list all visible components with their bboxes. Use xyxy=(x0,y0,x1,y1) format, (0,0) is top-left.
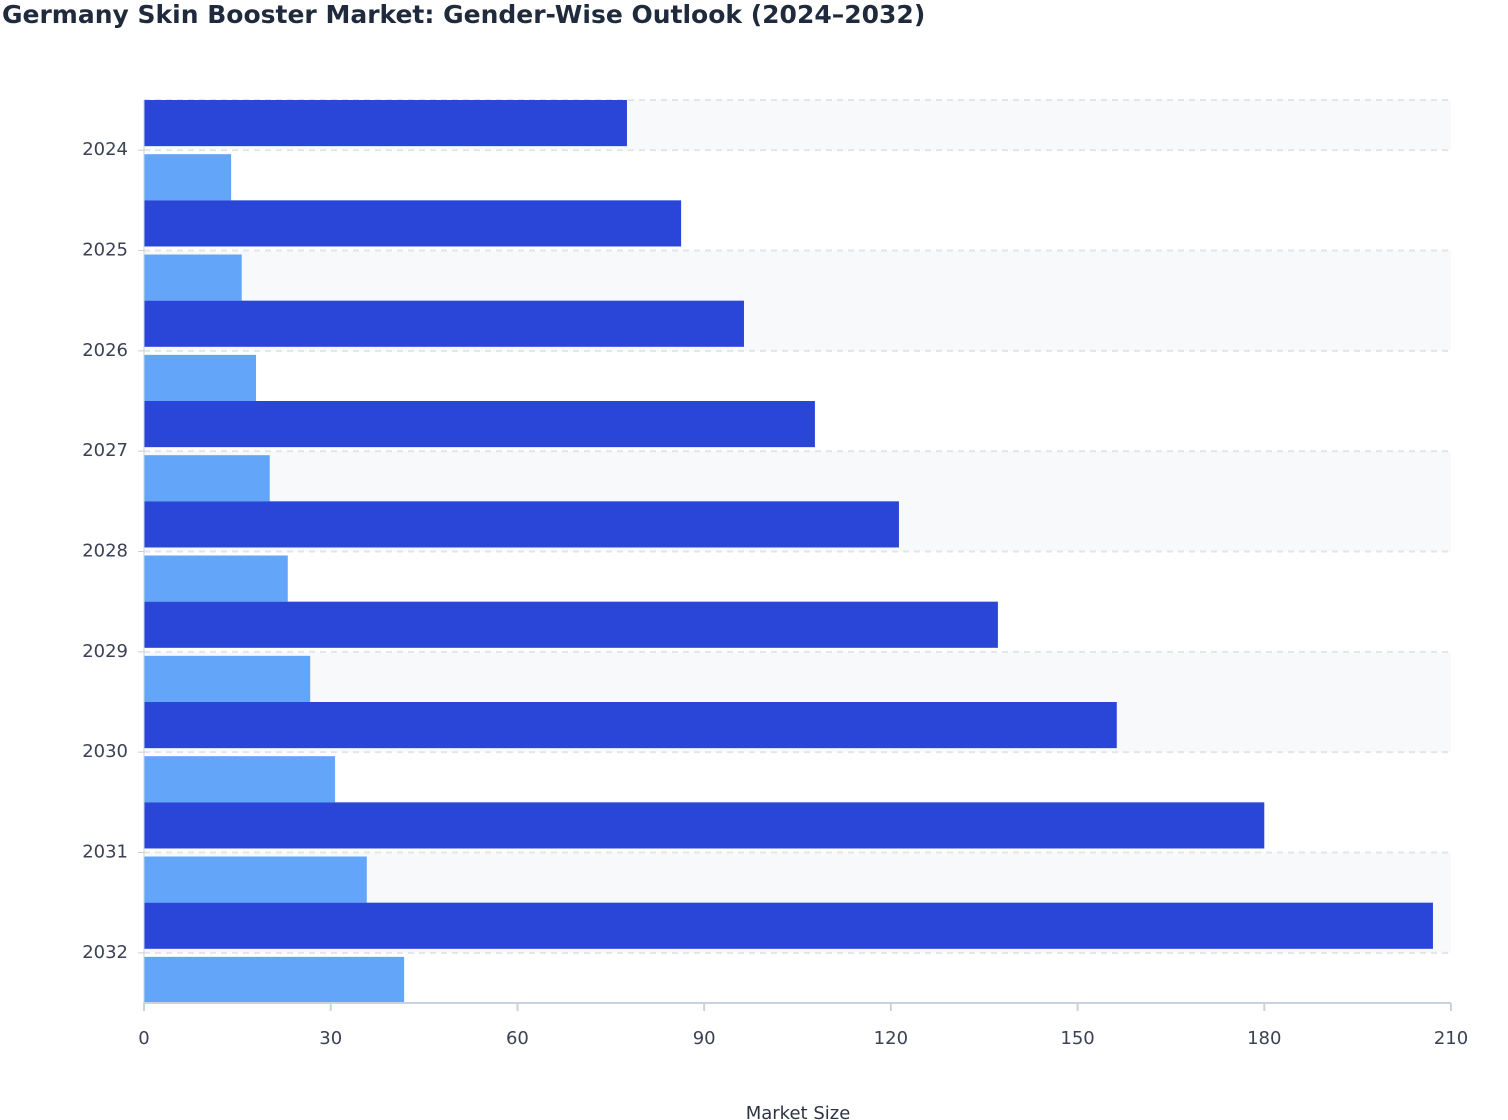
bar xyxy=(144,902,1433,949)
bar xyxy=(144,856,367,903)
x-tick-label: 120 xyxy=(874,1028,908,1049)
x-tick-label: 90 xyxy=(693,1028,716,1049)
bar xyxy=(144,555,288,602)
bar xyxy=(144,501,899,548)
bar xyxy=(144,300,744,347)
bar xyxy=(144,200,682,247)
bar xyxy=(144,702,1117,749)
x-tick-label: 30 xyxy=(319,1028,342,1049)
bar xyxy=(144,956,405,1003)
bar xyxy=(144,354,257,401)
x-axis-title: Market Size xyxy=(746,1103,851,1120)
x-tick-label: 180 xyxy=(1247,1028,1281,1049)
y-tick-label: 2026 xyxy=(82,340,128,361)
y-tick-label: 2025 xyxy=(82,240,128,261)
bar xyxy=(144,254,242,301)
bar xyxy=(144,756,336,803)
bar xyxy=(144,802,1265,849)
y-tick-label: 2028 xyxy=(82,541,128,562)
x-tick-label: 210 xyxy=(1434,1028,1468,1049)
y-tick-label: 2027 xyxy=(82,440,128,461)
x-tick-label: 150 xyxy=(1060,1028,1094,1049)
y-tick-label: 2029 xyxy=(82,641,128,662)
y-tick-label: 2030 xyxy=(82,741,128,762)
bar xyxy=(144,455,270,502)
bar xyxy=(144,655,311,702)
bar xyxy=(144,401,815,448)
y-tick-label: 2031 xyxy=(82,842,128,863)
bar xyxy=(144,100,627,147)
bar xyxy=(144,154,232,201)
x-tick-label: 0 xyxy=(138,1028,149,1049)
chart-title: Germany Skin Booster Market: Gender-Wise… xyxy=(2,0,925,29)
y-tick-label: 2024 xyxy=(82,139,128,160)
bar xyxy=(144,601,998,648)
x-tick-label: 60 xyxy=(506,1028,529,1049)
y-tick-label: 2032 xyxy=(82,942,128,963)
